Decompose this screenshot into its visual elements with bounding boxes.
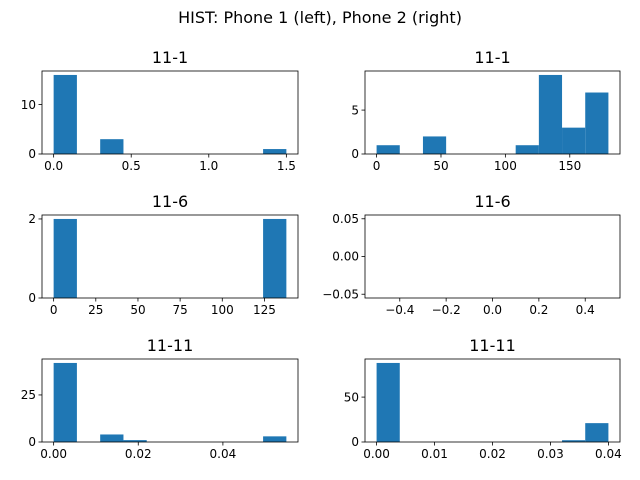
y-tick-label: 25 xyxy=(21,388,36,402)
subplot-5: 0.00 0.02 0.04 0 25 11-11 xyxy=(21,336,299,461)
histogram-bar xyxy=(585,423,609,442)
x-tick-label: 0.2 xyxy=(529,303,548,317)
subplot-2: 0 50 100 150 0 5 11-1 xyxy=(351,48,621,173)
histogram-bar xyxy=(562,440,586,442)
x-tick-label: 0.04 xyxy=(210,447,237,461)
x-tick-label: 0.5 xyxy=(122,159,141,173)
subplot-title: 11-1 xyxy=(152,48,188,67)
histogram-bar xyxy=(53,362,77,442)
y-tick-label: 0 xyxy=(28,435,36,449)
x-tick-label: 50 xyxy=(433,159,448,173)
histogram-bar xyxy=(100,139,124,154)
x-tick-label: 0 xyxy=(373,159,381,173)
y-tick-label: 0 xyxy=(351,147,359,161)
x-tick-label: 50 xyxy=(130,303,145,317)
subplot-title: 11-11 xyxy=(469,336,516,355)
histogram-bar xyxy=(562,127,586,154)
y-tick-label: −0.05 xyxy=(322,287,359,301)
x-tick-label: 100 xyxy=(494,159,517,173)
x-tick-label: −0.2 xyxy=(432,303,461,317)
histogram-bar xyxy=(538,74,563,154)
histogram-bar xyxy=(376,145,400,154)
x-tick-label: 0.01 xyxy=(421,447,448,461)
histogram-bar xyxy=(376,362,400,442)
axes-frame xyxy=(364,214,621,299)
x-tick-label: 0.02 xyxy=(125,447,152,461)
axes-frame xyxy=(41,70,299,155)
subplot-title: 11-6 xyxy=(152,192,188,211)
x-tick-label: 0.0 xyxy=(44,159,63,173)
subplot-1: 0.0 0.5 1.0 1.5 0 10 11-1 xyxy=(21,48,299,173)
x-tick-label: 125 xyxy=(253,303,276,317)
subplot-title: 11-1 xyxy=(474,48,510,67)
x-tick-label: 25 xyxy=(88,303,103,317)
histogram-bar xyxy=(422,136,447,154)
y-tick-label: 0.00 xyxy=(332,250,359,264)
x-tick-label: 0.00 xyxy=(40,447,67,461)
y-tick-label: 0.05 xyxy=(332,212,359,226)
x-tick-label: 100 xyxy=(211,303,234,317)
subplot-6: 0.00 0.01 0.02 0.03 0.04 0 50 11-11 xyxy=(344,336,622,461)
subplot-title: 11-6 xyxy=(474,192,510,211)
axes-frame xyxy=(41,358,299,443)
histogram-bar xyxy=(515,145,539,154)
histogram-bar xyxy=(100,434,124,442)
x-tick-label: 0.03 xyxy=(537,447,564,461)
y-tick-label: 2 xyxy=(28,212,36,226)
subplot-4: −0.4 −0.2 0.0 0.2 0.4 −0.05 0.00 0.05 11-6 xyxy=(322,192,621,317)
x-tick-label: 150 xyxy=(558,159,581,173)
y-tick-label: 5 xyxy=(351,103,359,117)
y-tick-label: 50 xyxy=(344,390,359,404)
x-tick-label: 0.02 xyxy=(479,447,506,461)
x-tick-label: 0.00 xyxy=(363,447,390,461)
x-tick-label: 0.4 xyxy=(576,303,595,317)
y-tick-label: 10 xyxy=(21,98,36,112)
figure-title: HIST: Phone 1 (left), Phone 2 (right) xyxy=(178,8,462,27)
y-tick-label: 0 xyxy=(28,147,36,161)
subplot-3: 0 25 50 75 100 125 0 2 11-6 xyxy=(28,192,299,317)
histogram-bar xyxy=(263,436,287,442)
x-tick-label: 0.0 xyxy=(483,303,502,317)
x-tick-label: 1.0 xyxy=(199,159,218,173)
histogram-bar xyxy=(263,218,287,298)
x-tick-label: 0 xyxy=(50,303,58,317)
y-tick-label: 0 xyxy=(28,291,36,305)
y-tick-label: 0 xyxy=(351,435,359,449)
histogram-bar xyxy=(585,92,609,154)
x-tick-label: 0.04 xyxy=(595,447,622,461)
x-tick-label: 1.5 xyxy=(277,159,296,173)
histogram-bar xyxy=(53,218,77,298)
axes-frame xyxy=(41,214,299,299)
axes-frame xyxy=(364,70,621,155)
axes-frame xyxy=(364,358,621,443)
histogram-bar xyxy=(123,440,147,442)
histogram-bar xyxy=(53,74,77,154)
histogram-bar xyxy=(263,149,287,154)
x-tick-label: 75 xyxy=(172,303,187,317)
subplot-title: 11-11 xyxy=(147,336,194,355)
x-tick-label: −0.4 xyxy=(385,303,414,317)
